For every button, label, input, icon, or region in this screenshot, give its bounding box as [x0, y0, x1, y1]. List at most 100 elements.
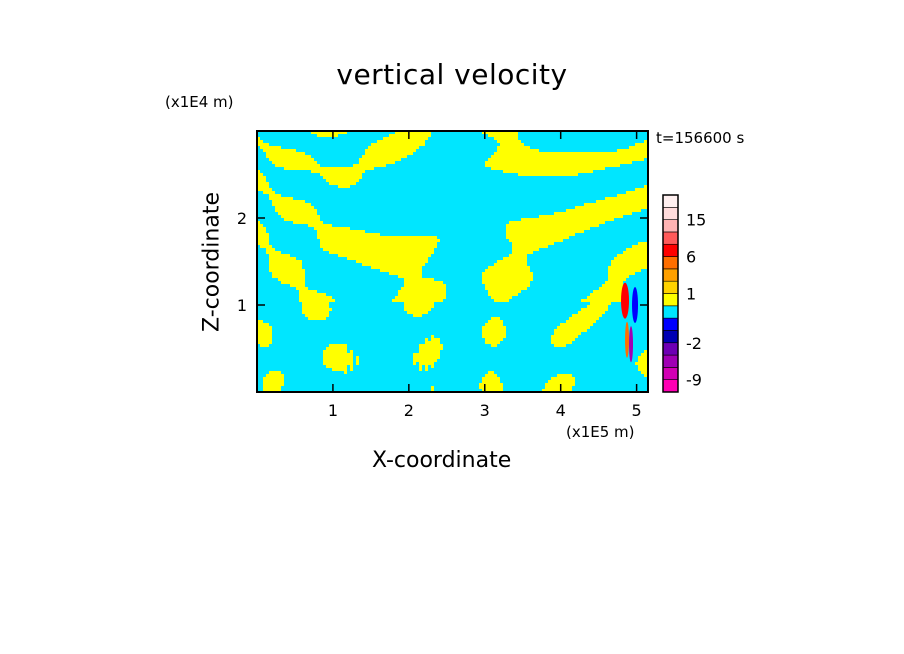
- field-cell: [389, 218, 392, 221]
- field-cell: [290, 245, 293, 248]
- field-cell: [320, 221, 323, 224]
- field-cell: [446, 134, 449, 137]
- field-cell: [581, 227, 584, 230]
- field-cell: [593, 134, 596, 137]
- field-cell: [440, 134, 443, 137]
- field-cell: [317, 173, 320, 176]
- field-cell: [470, 224, 473, 227]
- field-cell: [380, 170, 383, 173]
- field-cell: [308, 239, 311, 242]
- field-cell: [464, 179, 467, 182]
- field-cell: [269, 233, 272, 236]
- field-cell: [482, 143, 485, 146]
- field-cell: [311, 140, 314, 143]
- field-cell: [467, 146, 470, 149]
- field-cell: [305, 173, 308, 176]
- field-cell: [335, 200, 338, 203]
- field-cell: [320, 131, 323, 134]
- field-cell: [356, 242, 359, 245]
- field-cell: [263, 236, 266, 239]
- field-cell: [350, 188, 353, 191]
- field-cell: [257, 182, 260, 185]
- field-cell: [410, 188, 413, 191]
- field-cell: [455, 206, 458, 209]
- field-cell: [428, 167, 431, 170]
- field-cell: [305, 161, 308, 164]
- field-cell: [557, 239, 560, 242]
- field-cell: [428, 194, 431, 197]
- field-cell: [263, 137, 266, 140]
- field-cell: [302, 227, 305, 230]
- field-cell: [452, 239, 455, 242]
- field-cell: [335, 194, 338, 197]
- field-cell: [389, 182, 392, 185]
- field-cell: [569, 230, 572, 233]
- field-cell: [353, 209, 356, 212]
- field-cell: [440, 176, 443, 179]
- field-cell: [611, 239, 614, 242]
- field-cell: [596, 137, 599, 140]
- field-cell: [641, 185, 644, 188]
- field-cell: [470, 167, 473, 170]
- field-cell: [350, 239, 353, 242]
- field-cell: [365, 224, 368, 227]
- field-cell: [383, 236, 386, 239]
- field-cell: [272, 200, 275, 203]
- field-cell: [368, 230, 371, 233]
- field-cell: [296, 218, 299, 221]
- field-cell: [428, 158, 431, 161]
- field-cell: [491, 200, 494, 203]
- field-cell: [431, 209, 434, 212]
- field-cell: [371, 200, 374, 203]
- field-cell: [332, 242, 335, 245]
- field-cell: [320, 197, 323, 200]
- field-cell: [428, 134, 431, 137]
- field-cell: [449, 218, 452, 221]
- field-cell: [341, 233, 344, 236]
- field-cell: [296, 245, 299, 248]
- field-cell: [326, 230, 329, 233]
- field-cell: [392, 233, 395, 236]
- field-cell: [578, 236, 581, 239]
- field-cell: [500, 230, 503, 233]
- field-cell: [335, 182, 338, 185]
- field-cell: [446, 137, 449, 140]
- field-cell: [635, 167, 638, 170]
- field-cell: [419, 146, 422, 149]
- field-cell: [548, 191, 551, 194]
- field-cell: [500, 152, 503, 155]
- field-cell: [536, 233, 539, 236]
- field-cell: [467, 206, 470, 209]
- field-cell: [443, 203, 446, 206]
- field-cell: [515, 158, 518, 161]
- field-cell: [533, 191, 536, 194]
- field-cell: [446, 140, 449, 143]
- field-cell: [284, 197, 287, 200]
- field-cell: [410, 227, 413, 230]
- field-cell: [416, 191, 419, 194]
- field-cell: [509, 230, 512, 233]
- field-cell: [602, 173, 605, 176]
- field-cell: [266, 239, 269, 242]
- field-cell: [476, 152, 479, 155]
- field-cell: [314, 203, 317, 206]
- field-cell: [371, 233, 374, 236]
- field-cell: [560, 242, 563, 245]
- field-cell: [269, 143, 272, 146]
- field-cell: [485, 227, 488, 230]
- field-cell: [536, 230, 539, 233]
- field-cell: [284, 245, 287, 248]
- field-cell: [629, 221, 632, 224]
- field-cell: [542, 167, 545, 170]
- field-cell: [566, 212, 569, 215]
- field-cell: [323, 209, 326, 212]
- field-cell: [302, 221, 305, 224]
- field-cell: [497, 227, 500, 230]
- field-cell: [398, 212, 401, 215]
- field-cell: [356, 152, 359, 155]
- field-cell: [596, 218, 599, 221]
- field-cell: [617, 137, 620, 140]
- field-cell: [377, 173, 380, 176]
- field-cell: [290, 131, 293, 134]
- field-cell: [530, 224, 533, 227]
